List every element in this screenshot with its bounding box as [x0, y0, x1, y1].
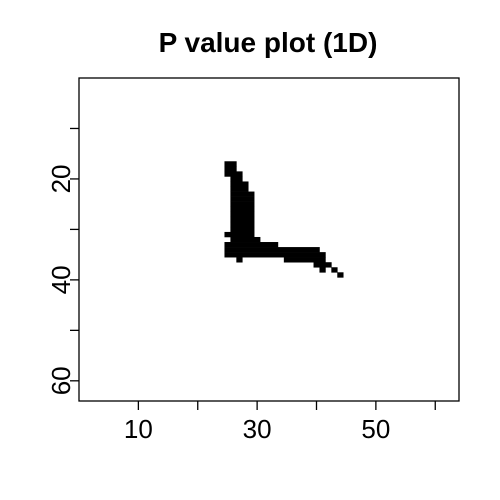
x-tick-label: 10: [124, 414, 153, 444]
y-tick-label: 60: [46, 366, 76, 395]
heatmap-cell-run: [224, 161, 237, 167]
x-axis: 10 30 50: [124, 401, 436, 444]
heatmap-cell-run: [230, 201, 255, 207]
y-tick-label: 40: [46, 265, 76, 294]
y-axis: 20 40 60: [46, 127, 79, 395]
heatmap-cell-run: [230, 236, 261, 243]
heatmap-cell-run: [236, 257, 243, 263]
heatmap-cell-run: [224, 171, 243, 177]
heatmap-cell-run: [283, 257, 326, 263]
heatmap-cell-run: [224, 166, 237, 172]
chart-title: P value plot (1D): [159, 27, 378, 58]
heatmap-cell-run: [230, 176, 243, 182]
heatmap-cell-run: [230, 191, 255, 197]
heatmap-cell-run: [230, 206, 255, 213]
x-tick-label: 50: [361, 414, 390, 444]
heatmap-cell-run: [230, 216, 255, 223]
heatmap-cell-run: [224, 242, 279, 248]
heatmap-cell-run: [230, 221, 255, 228]
plot-frame: [78, 77, 460, 402]
heatmap-cell-run: [230, 186, 249, 192]
heatmap-cell-run: [230, 196, 255, 202]
heatmap-cell-run: [224, 247, 320, 253]
heatmap-cell-run: [224, 231, 255, 238]
heatmap-cells: [224, 161, 344, 278]
heatmap-cell-run: [313, 262, 332, 268]
heatmap-cell-run: [230, 181, 249, 187]
heatmap-cell-run: [337, 272, 344, 278]
heatmap-cell-run: [319, 267, 326, 273]
heatmap-cell-run: [224, 252, 326, 258]
y-tick-label: 20: [46, 164, 76, 193]
heatmap-cell-run: [331, 267, 338, 273]
heatmap-cell-run: [230, 211, 255, 218]
x-tick-label: 30: [243, 414, 272, 444]
heatmap-cell-run: [230, 226, 255, 233]
